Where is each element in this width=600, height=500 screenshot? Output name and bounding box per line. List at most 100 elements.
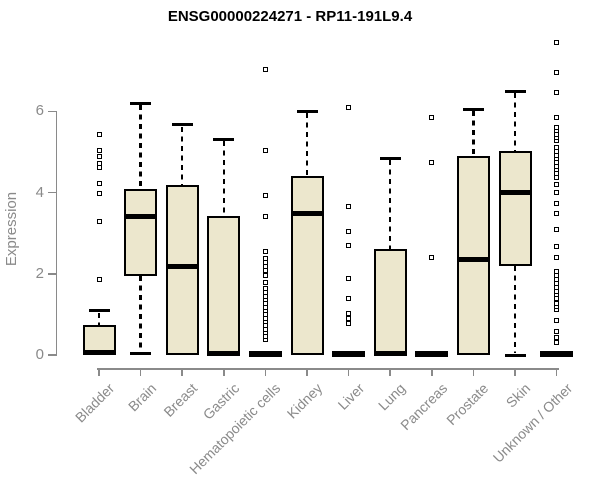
whisker-upper-kidney [305, 113, 309, 176]
x-tick-mark [389, 369, 391, 376]
outlier-point-unknown-other [554, 339, 560, 345]
median-liver [332, 351, 366, 357]
median-lung [373, 350, 407, 356]
outlier-point-liver [346, 295, 352, 301]
outlier-point-bladder [96, 180, 102, 186]
outlier-point-unknown-other [554, 317, 560, 323]
box-brain [124, 188, 158, 276]
outlier-point-unknown-other [554, 329, 560, 335]
whisker-upper-lung [389, 160, 392, 250]
median-brain [124, 214, 158, 220]
x-tick-mark [139, 369, 142, 376]
whisker-upper-prostate [472, 111, 475, 157]
x-tick-mark [555, 369, 558, 376]
outlier-point-liver [346, 228, 352, 234]
box-prostate [456, 156, 490, 355]
median-hematopoietic-cells [248, 351, 282, 357]
y-tick-label: 2 [35, 264, 44, 282]
outlier-point-unknown-other [554, 243, 560, 249]
outlier-point-unknown-other [554, 254, 560, 260]
outlier-point-hematopoietic-cells [262, 66, 268, 72]
y-tick-mark [47, 273, 56, 275]
median-bladder [82, 350, 116, 356]
outlier-point-unknown-other [554, 211, 560, 217]
y-tick-mark [47, 191, 56, 194]
outlier-point-bladder [96, 153, 102, 159]
outlier-point-liver [346, 311, 352, 317]
y-tick-mark [47, 110, 56, 113]
outlier-point-bladder [96, 148, 102, 154]
whisker-lower-skin [513, 266, 517, 353]
whisker-upper-breast [181, 126, 184, 186]
median-kidney [290, 211, 324, 217]
outlier-point-unknown-other [554, 268, 560, 274]
outlier-point-liver [346, 315, 352, 321]
outlier-point-unknown-other [554, 334, 560, 340]
x-tick-mark [306, 369, 308, 376]
outlier-point-liver [346, 320, 352, 326]
outlier-point-unknown-other [554, 181, 560, 187]
outlier-point-hematopoietic-cells [262, 280, 268, 286]
median-gastric [207, 350, 241, 356]
median-breast [165, 264, 199, 270]
x-tick-mark [431, 369, 433, 376]
y-axis-line [55, 110, 57, 356]
x-tick-mark [514, 369, 516, 376]
x-tick-mark [264, 369, 267, 376]
whisker-cap-upper-skin [504, 89, 526, 93]
outlier-point-hematopoietic-cells [262, 192, 268, 198]
box-kidney [290, 175, 324, 355]
box-lung [373, 249, 407, 355]
whisker-upper-brain [139, 105, 142, 189]
outlier-point-unknown-other [554, 70, 560, 76]
outlier-point-hematopoietic-cells [262, 148, 268, 154]
x-tick-mark [223, 369, 225, 376]
whisker-cap-upper-kidney [296, 109, 318, 113]
outlier-point-bladder [96, 160, 102, 166]
y-tick-label: 6 [35, 102, 44, 120]
outlier-point-unknown-other [554, 40, 560, 46]
whisker-cap-upper-breast [171, 123, 193, 127]
median-skin [498, 190, 532, 196]
whisker-cap-upper-bladder [88, 309, 110, 313]
whisker-cap-lower-skin [504, 353, 526, 357]
x-tick-mark [98, 369, 100, 376]
median-pancreas [415, 351, 449, 357]
box-breast [165, 185, 199, 355]
whisker-cap-upper-lung [379, 156, 401, 160]
outlier-point-unknown-other [554, 227, 560, 233]
outlier-point-pancreas [429, 254, 435, 260]
outlier-point-bladder [96, 218, 102, 224]
outlier-point-unknown-other [554, 145, 560, 151]
chart-title: ENSG00000224271 - RP11-191L9.4 [167, 8, 413, 25]
outlier-point-unknown-other [554, 114, 560, 120]
box-skin [498, 151, 532, 267]
x-axis-line [97, 368, 559, 370]
whisker-cap-upper-gastric [213, 137, 235, 141]
median-unknown-other [540, 351, 574, 357]
y-tick-mark [47, 354, 56, 356]
x-tick-mark [472, 369, 475, 376]
outlier-point-hematopoietic-cells [262, 256, 268, 262]
outlier-point-hematopoietic-cells [262, 214, 268, 220]
outlier-point-pancreas [429, 159, 435, 165]
median-prostate [456, 256, 490, 262]
outlier-point-unknown-other [554, 190, 560, 196]
x-tick-mark [347, 369, 350, 376]
y-tick-label: 0 [35, 346, 44, 363]
outlier-point-liver [346, 203, 352, 209]
whisker-upper-gastric [222, 141, 225, 217]
whisker-upper-skin [513, 93, 517, 152]
outlier-point-bladder [96, 190, 102, 196]
whisker-cap-upper-prostate [462, 107, 484, 111]
whisker-cap-upper-brain [130, 101, 152, 105]
outlier-point-liver [346, 242, 352, 248]
outlier-point-hematopoietic-cells [262, 286, 268, 292]
whisker-cap-lower-brain [130, 351, 152, 355]
outlier-point-unknown-other [554, 90, 560, 96]
outlier-point-unknown-other [554, 200, 560, 206]
outlier-point-liver [346, 104, 352, 110]
x-tick-mark [181, 369, 183, 376]
